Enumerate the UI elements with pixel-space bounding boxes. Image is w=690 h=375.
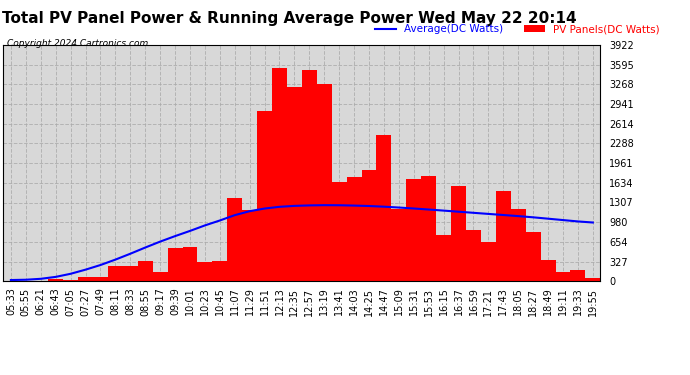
Bar — [496, 191, 511, 281]
Bar — [377, 135, 391, 281]
Bar — [317, 84, 332, 281]
Bar — [123, 266, 138, 281]
Bar — [406, 179, 421, 281]
Bar — [138, 261, 152, 281]
Bar — [257, 111, 272, 281]
Bar — [571, 270, 585, 281]
Bar — [213, 261, 227, 281]
Text: Total PV Panel Power & Running Average Power Wed May 22 20:14: Total PV Panel Power & Running Average P… — [3, 11, 577, 26]
Bar — [436, 235, 451, 281]
Bar — [466, 230, 481, 281]
Bar — [421, 176, 436, 281]
Bar — [272, 68, 287, 281]
Bar — [451, 186, 466, 281]
Bar — [540, 261, 555, 281]
Bar — [511, 209, 526, 281]
Bar — [182, 248, 197, 281]
Text: Copyright 2024 Cartronics.com: Copyright 2024 Cartronics.com — [7, 39, 148, 48]
Bar — [585, 278, 600, 281]
Bar — [63, 280, 78, 281]
Bar — [168, 248, 182, 281]
Bar — [242, 210, 257, 281]
Bar — [287, 87, 302, 281]
Bar — [332, 182, 346, 281]
Bar — [78, 278, 93, 281]
Bar — [391, 209, 406, 281]
Bar — [346, 177, 362, 281]
Legend: Average(DC Watts), PV Panels(DC Watts): Average(DC Watts), PV Panels(DC Watts) — [371, 20, 664, 39]
Bar — [108, 266, 123, 281]
Bar — [362, 170, 377, 281]
Bar — [48, 279, 63, 281]
Bar — [526, 232, 540, 281]
Bar — [481, 242, 496, 281]
Bar — [152, 272, 168, 281]
Bar — [197, 262, 213, 281]
Bar — [302, 70, 317, 281]
Bar — [93, 277, 108, 281]
Bar — [555, 272, 571, 281]
Bar — [227, 198, 242, 281]
